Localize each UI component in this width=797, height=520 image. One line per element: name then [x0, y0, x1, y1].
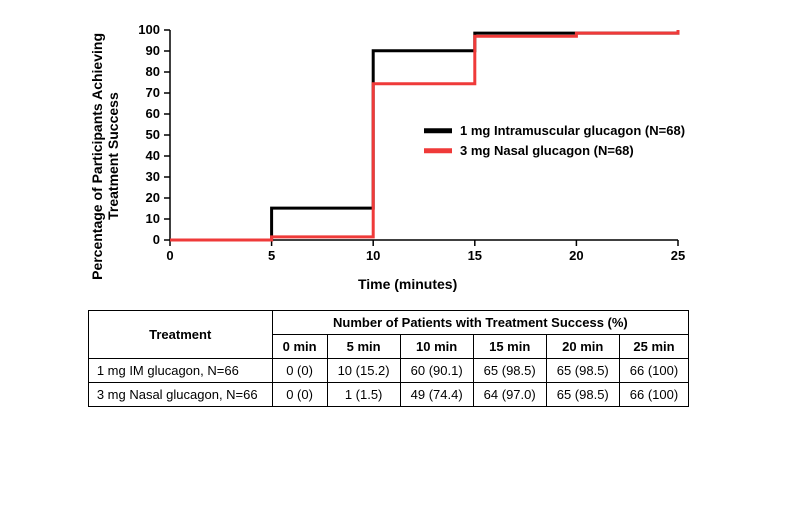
- legend-label-nasal: 3 mg Nasal glucagon (N=68): [460, 143, 634, 158]
- y-axis-label-line2: Treatment Success: [106, 92, 122, 220]
- table-header-time: 25 min: [619, 335, 688, 359]
- table-cell: 65 (98.5): [546, 359, 619, 383]
- chart-row: Percentage of Participants Achieving Tre…: [89, 20, 687, 292]
- y-axis-label: Percentage of Participants Achieving Tre…: [89, 33, 121, 280]
- table-header-time: 5 min: [327, 335, 400, 359]
- svg-text:10: 10: [366, 248, 380, 263]
- table-cell: 60 (90.1): [400, 359, 473, 383]
- table-row: 3 mg Nasal glucagon, N=660 (0)1 (1.5)49 …: [88, 383, 688, 407]
- svg-text:40: 40: [145, 148, 159, 163]
- svg-text:10: 10: [145, 211, 159, 226]
- table-cell: 1 (1.5): [327, 383, 400, 407]
- svg-text:0: 0: [152, 232, 159, 247]
- table-cell: 65 (98.5): [473, 359, 546, 383]
- legend-label-im: 1 mg Intramuscular glucagon (N=68): [460, 123, 685, 138]
- table-cell: 10 (15.2): [327, 359, 400, 383]
- svg-text:100: 100: [138, 22, 160, 37]
- table-header-time: 20 min: [546, 335, 619, 359]
- table-row: 1 mg IM glucagon, N=660 (0)10 (15.2)60 (…: [88, 359, 688, 383]
- svg-text:60: 60: [145, 106, 159, 121]
- table-cell: 66 (100): [619, 383, 688, 407]
- svg-text:5: 5: [268, 248, 275, 263]
- table-cell: 65 (98.5): [546, 383, 619, 407]
- svg-text:90: 90: [145, 43, 159, 58]
- table-header-time: 15 min: [473, 335, 546, 359]
- svg-text:30: 30: [145, 169, 159, 184]
- svg-text:15: 15: [467, 248, 481, 263]
- figure-container: Percentage of Participants Achieving Tre…: [10, 20, 767, 407]
- table-row-label: 1 mg IM glucagon, N=66: [88, 359, 272, 383]
- table-cell: 0 (0): [272, 359, 327, 383]
- svg-text:25: 25: [670, 248, 684, 263]
- y-axis-label-line1: Percentage of Participants Achieving: [89, 33, 105, 280]
- data-table: TreatmentNumber of Patients with Treatme…: [88, 310, 689, 407]
- table-header-treatment: Treatment: [88, 311, 272, 359]
- table-cell: 64 (97.0): [473, 383, 546, 407]
- svg-text:0: 0: [166, 248, 173, 263]
- svg-text:50: 50: [145, 127, 159, 142]
- step-chart: 0 5 10 15 20 25 0 10 20 30 40 50 60 70 80 90 100 1 mg Int…: [128, 20, 688, 270]
- table-header-time: 0 min: [272, 335, 327, 359]
- table-header-span: Number of Patients with Treatment Succes…: [272, 311, 689, 335]
- x-axis-label: Time (minutes): [358, 276, 457, 292]
- svg-text:80: 80: [145, 64, 159, 79]
- svg-text:70: 70: [145, 85, 159, 100]
- table-row-label: 3 mg Nasal glucagon, N=66: [88, 383, 272, 407]
- table-cell: 0 (0): [272, 383, 327, 407]
- svg-text:20: 20: [569, 248, 583, 263]
- plot-wrap: 0 5 10 15 20 25 0 10 20 30 40 50 60 70 80 90 100 1 mg Int…: [128, 20, 688, 292]
- svg-text:20: 20: [145, 190, 159, 205]
- table-cell: 66 (100): [619, 359, 688, 383]
- table-header-time: 10 min: [400, 335, 473, 359]
- table-cell: 49 (74.4): [400, 383, 473, 407]
